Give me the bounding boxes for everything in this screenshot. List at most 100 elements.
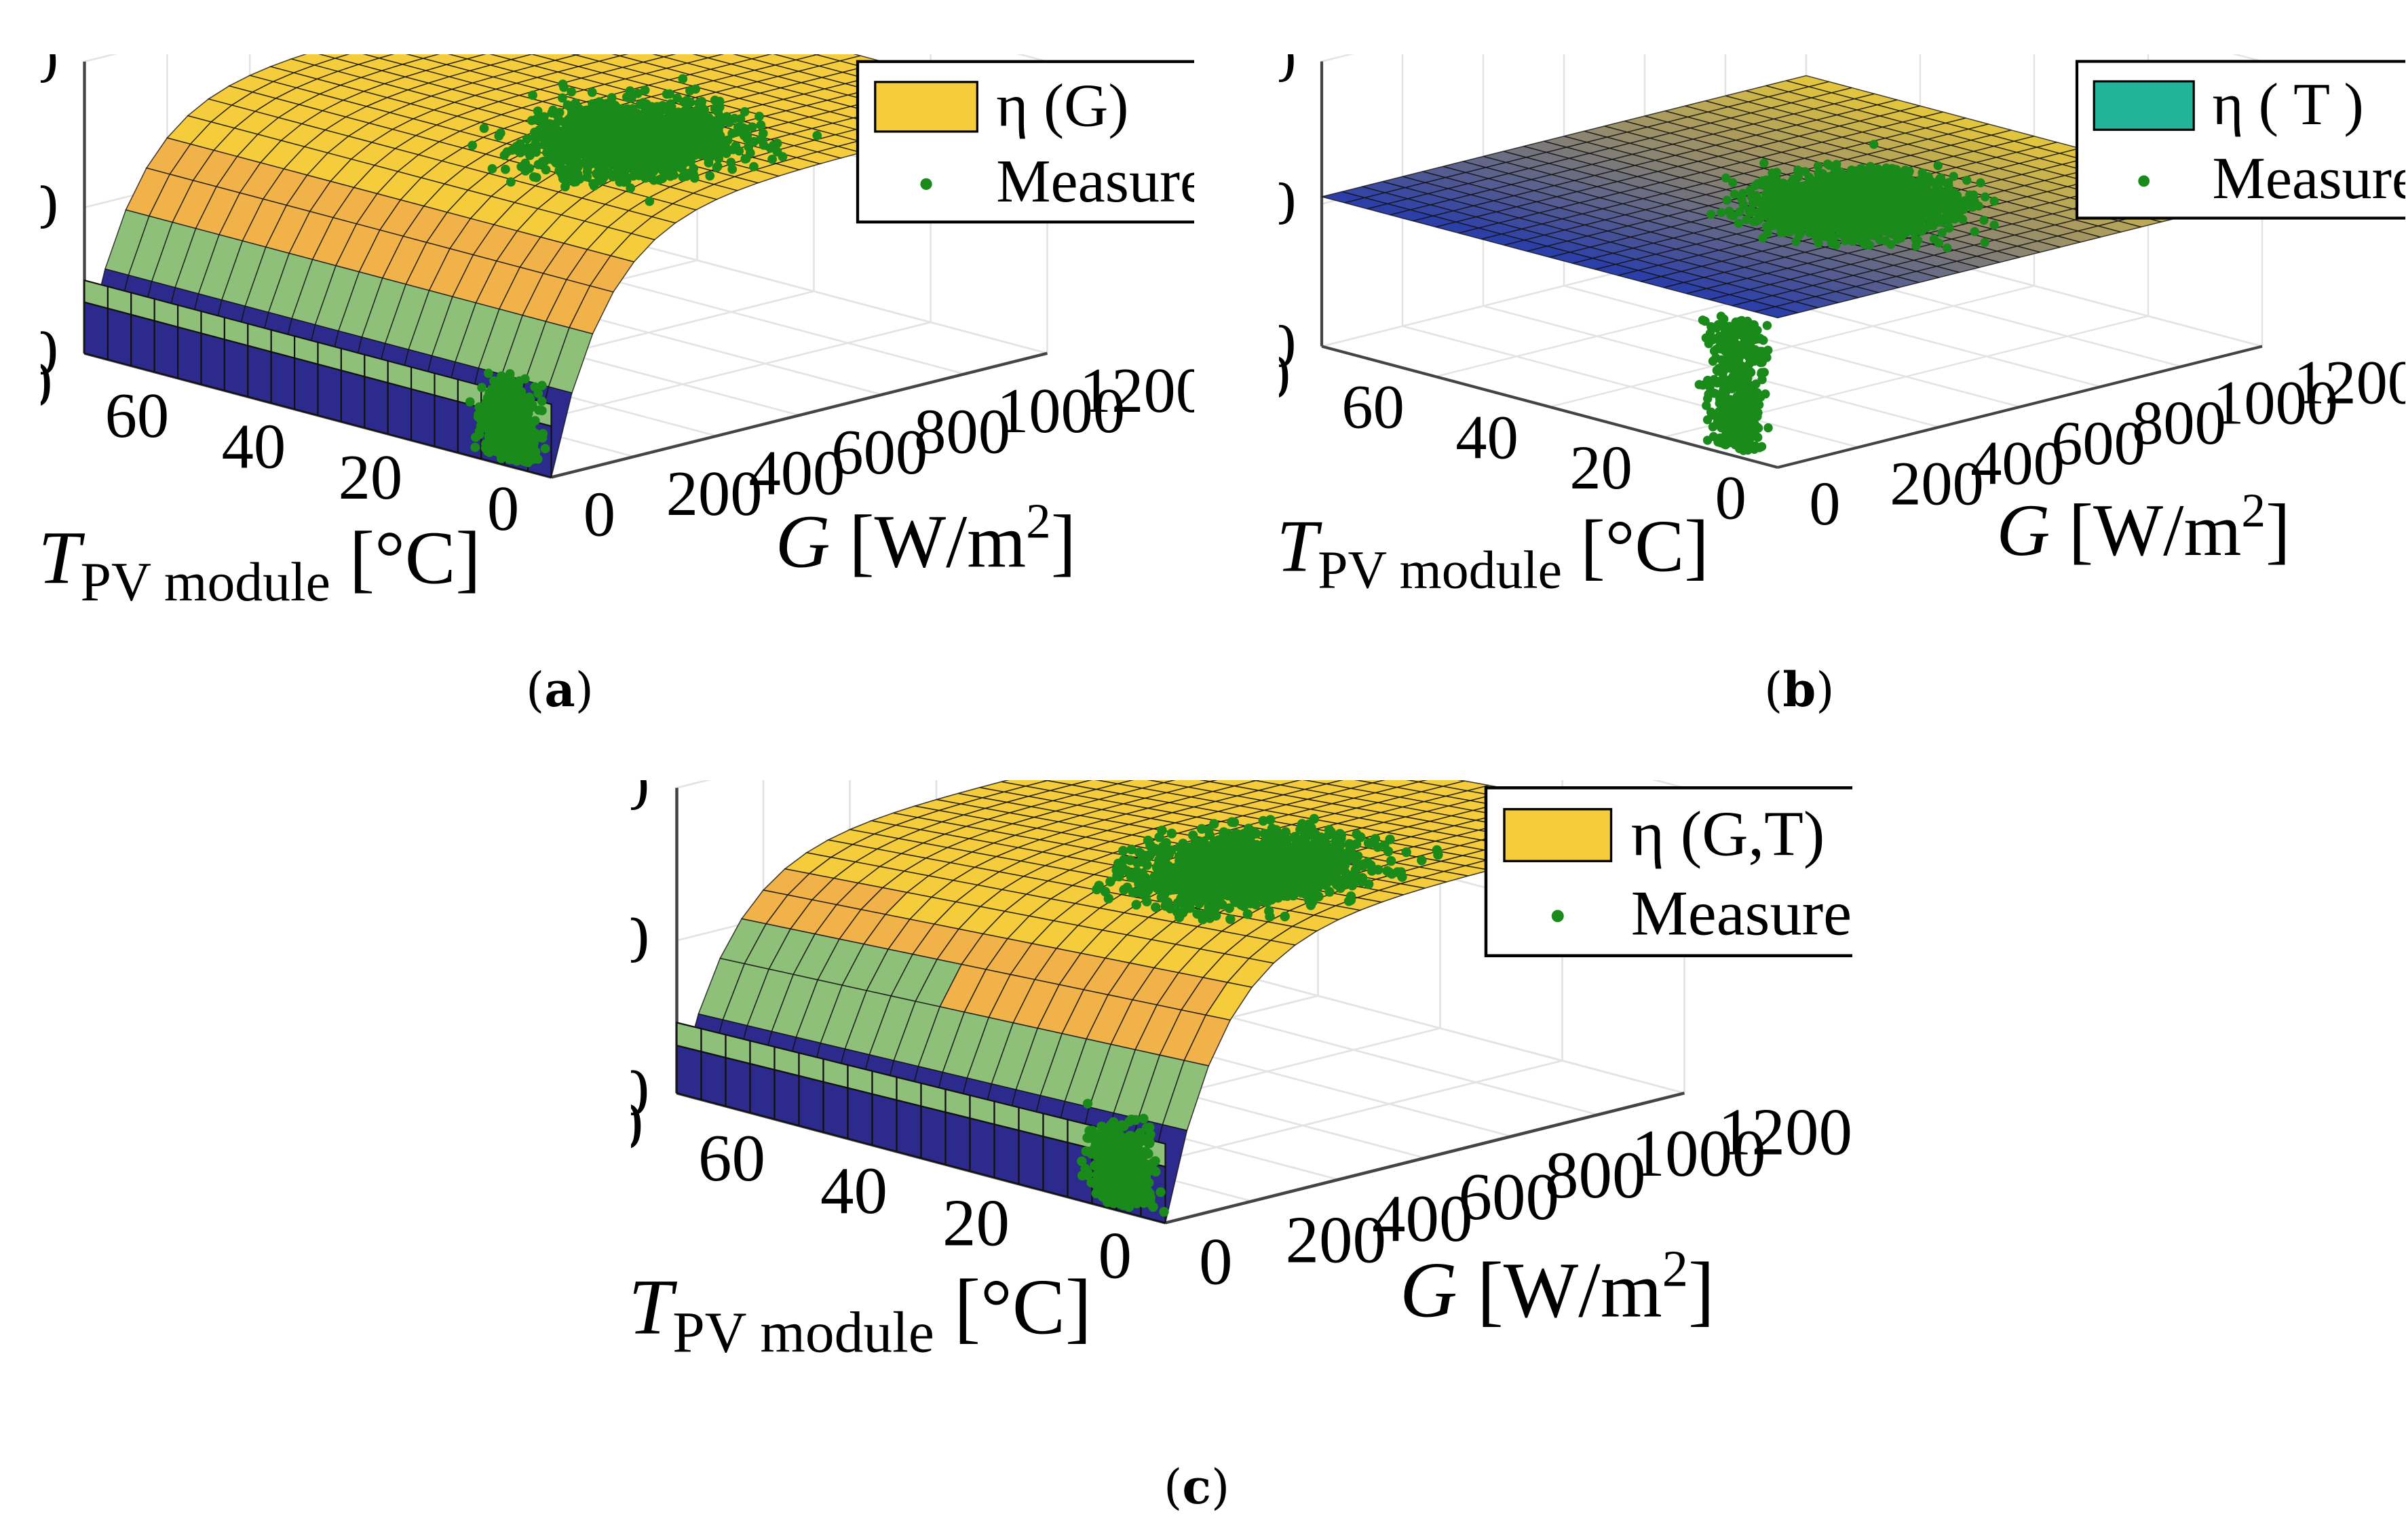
measurement-point <box>530 416 540 425</box>
measurement-point <box>564 128 574 138</box>
measurement-point <box>1709 346 1719 356</box>
measurement-point <box>594 97 605 107</box>
measurement-point <box>1793 172 1803 182</box>
measurement-point <box>1893 170 1903 180</box>
measurement-point <box>646 164 656 174</box>
measurement-point <box>672 93 683 103</box>
surface-front-patch <box>364 375 389 435</box>
measurement-point <box>1763 423 1773 433</box>
g-tick-label: 800 <box>2132 388 2226 457</box>
legend-points-marker <box>2138 175 2150 187</box>
measurement-point <box>626 183 636 193</box>
measurement-point <box>683 168 692 178</box>
measurement-point <box>1901 228 1911 238</box>
measurement-point <box>1840 199 1850 209</box>
measurement-point <box>538 429 548 439</box>
measurement-point <box>1795 227 1805 237</box>
measurement-point <box>649 123 660 134</box>
plot-area <box>1320 54 2264 469</box>
measurement-point <box>1775 206 1785 216</box>
measurement-point <box>1933 161 1943 170</box>
measurement-point <box>1822 159 1833 169</box>
measurement-point <box>1827 199 1836 209</box>
measurement-point <box>526 453 536 462</box>
measurement-point <box>668 137 679 147</box>
measurement-point <box>1858 195 1868 205</box>
measurement-point <box>1706 322 1716 332</box>
measurement-point <box>654 134 664 144</box>
measurement-point <box>1759 195 1770 206</box>
legend-surface-label: η ( T ) <box>2213 71 2364 138</box>
measurement-point <box>1811 224 1820 234</box>
measurement-point <box>603 134 613 144</box>
surface-front-patch <box>294 357 319 417</box>
measurement-point <box>683 99 692 109</box>
measurement-point <box>565 156 575 166</box>
t-tick-label: 0 <box>487 474 519 544</box>
measurement-point <box>494 427 503 438</box>
measurement-point <box>558 139 568 149</box>
z-tick-label: 0 <box>41 317 58 388</box>
axis-lines <box>1320 61 2263 469</box>
measurement-point <box>1886 239 1896 250</box>
measurement-point <box>1867 169 1877 178</box>
measurement-point <box>582 167 592 176</box>
measurement-point <box>567 87 577 97</box>
measurement-point <box>512 456 522 466</box>
measurement-point <box>732 127 742 137</box>
g-tick-label: 0 <box>584 480 615 550</box>
g-tick-label: 1200 <box>2293 348 2405 417</box>
measurement-point <box>1726 399 1736 409</box>
measurement-point <box>1722 195 1732 205</box>
measurement-point <box>1989 196 1999 206</box>
measurement-point <box>1913 235 1923 245</box>
measurement-point <box>632 166 642 175</box>
g-tick-label: 1000 <box>2213 368 2338 437</box>
g-axis-unit: [W/m <box>849 499 1026 583</box>
t-tick-label: 60 <box>105 381 170 451</box>
surface-front-patch <box>270 351 296 410</box>
measurement-point <box>625 86 635 96</box>
g-tick-label: 200 <box>666 459 763 529</box>
g-axis-label: G [W/m2] <box>1997 484 2291 571</box>
measurement-point <box>1753 215 1763 225</box>
measurement-point <box>740 107 750 117</box>
measurement-point <box>1842 216 1852 227</box>
measurement-point <box>812 130 822 140</box>
legend-surface-swatch <box>874 81 978 133</box>
measurement-point <box>1888 195 1898 206</box>
measurement-point <box>537 406 547 416</box>
measurement-point <box>741 154 751 163</box>
measurement-point <box>1730 189 1740 199</box>
measurement-point <box>1844 233 1853 243</box>
g-tick-label: 1000 <box>997 376 1125 446</box>
measurements <box>1694 140 1999 455</box>
measurement-point <box>1732 320 1741 330</box>
measurement-point <box>615 131 624 141</box>
measurement-point <box>672 128 682 138</box>
measurement-point <box>622 113 632 123</box>
measurement-point <box>756 120 766 130</box>
measurement-point <box>467 140 478 151</box>
measurement-point <box>1733 438 1743 447</box>
measurement-point <box>1934 238 1944 248</box>
measurement-point <box>631 144 641 154</box>
measurement-point <box>665 89 674 99</box>
measurement-point <box>1729 417 1739 427</box>
measurement-point <box>699 113 709 122</box>
measurement-point <box>1776 194 1787 204</box>
measurement-point <box>513 387 523 396</box>
measurement-point <box>1813 161 1823 171</box>
t-tick-label: 20 <box>1569 433 1632 502</box>
measurement-point <box>1744 421 1755 431</box>
measurement-point <box>465 397 475 407</box>
measurement-point <box>1804 195 1814 206</box>
z-tick-label: 10 <box>1279 168 1296 237</box>
measurement-point <box>1865 161 1875 172</box>
z-tick-label: 0 <box>1279 311 1296 380</box>
t-axis-symbol: T <box>41 516 85 600</box>
measurement-point <box>1871 191 1882 201</box>
measurement-point <box>552 109 561 119</box>
measurement-point <box>1873 231 1882 241</box>
